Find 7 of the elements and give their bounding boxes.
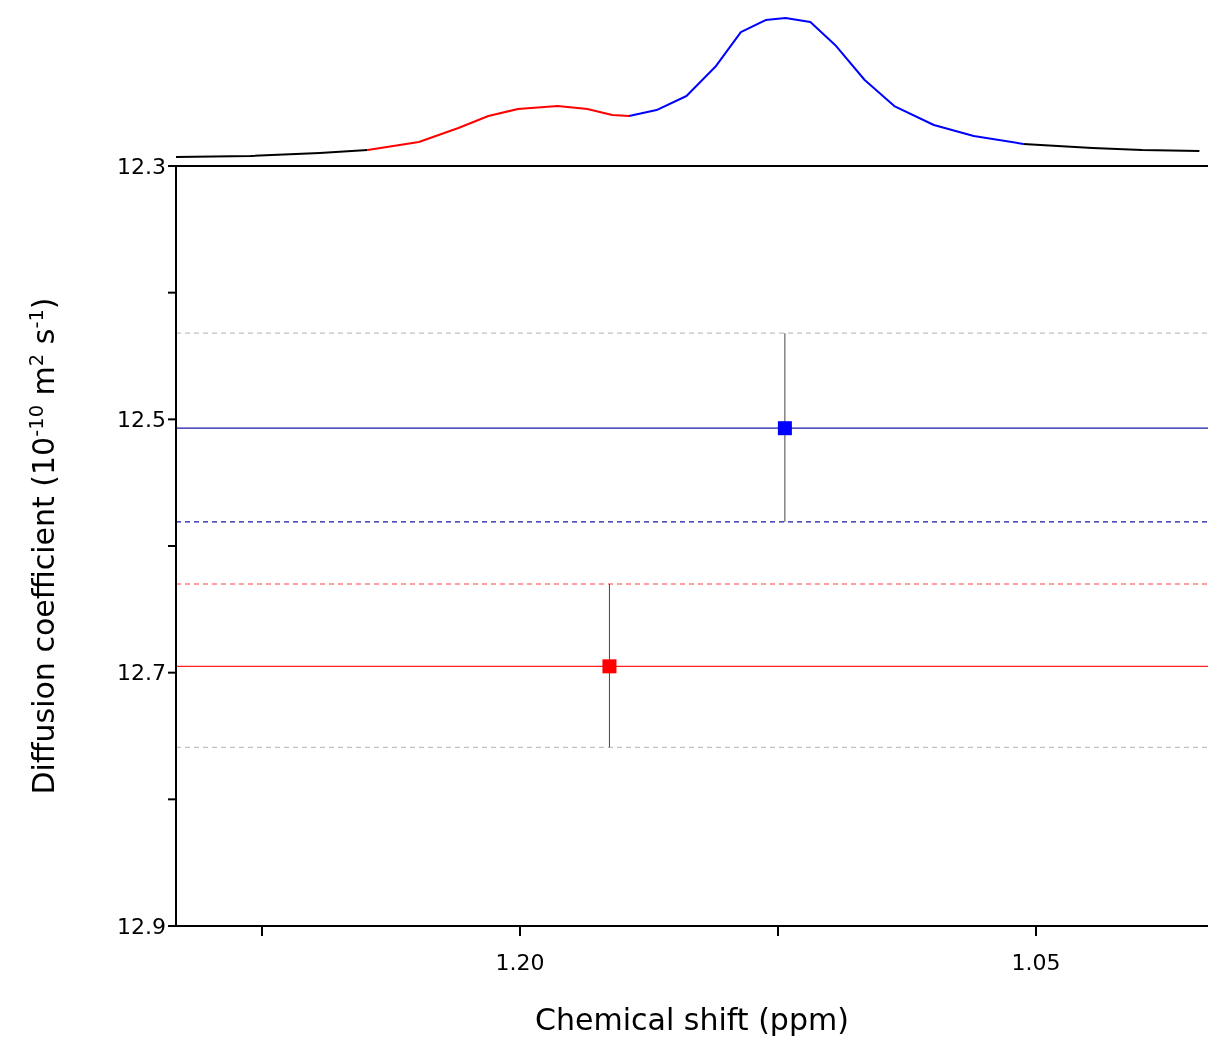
y-tick-label: 12.7: [117, 660, 166, 686]
x-tick-label: 1.20: [495, 950, 545, 975]
x-axis-title: Chemical shift (ppm): [535, 1002, 849, 1037]
y-tick-label: 12.3: [117, 153, 166, 179]
x-tick-label: 1.05: [1011, 950, 1061, 975]
y-tick-label: 12.5: [117, 407, 166, 433]
y-tick-label: 12.9: [117, 913, 166, 939]
